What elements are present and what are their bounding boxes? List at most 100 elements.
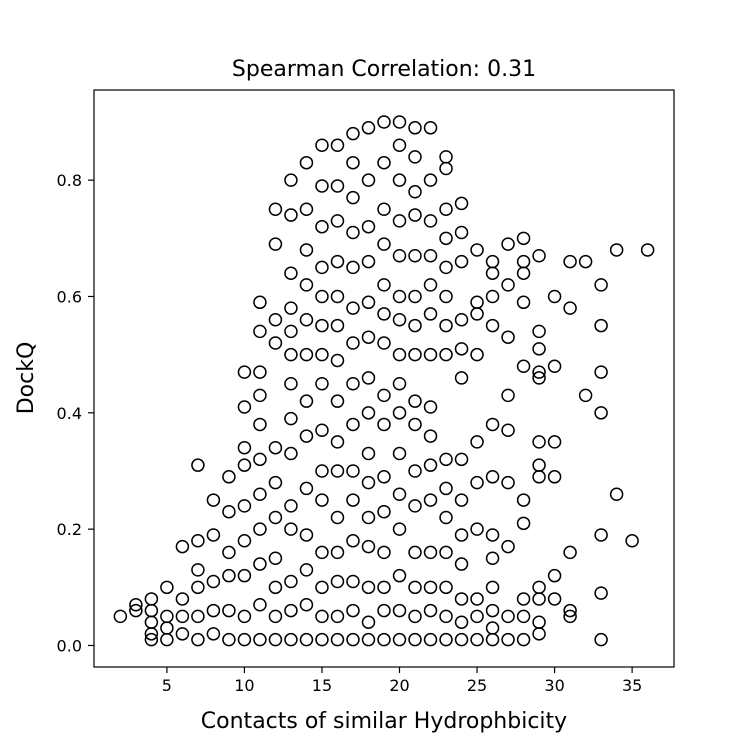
data-point [485, 551, 500, 565]
data-point [408, 394, 422, 408]
data-point [299, 563, 314, 577]
data-point [284, 324, 298, 339]
data-point [377, 155, 391, 170]
data-point [501, 609, 515, 624]
data-point [423, 632, 438, 647]
data-point [516, 493, 531, 507]
data-point [315, 289, 329, 304]
data-point [129, 603, 143, 618]
data-point [361, 510, 376, 525]
data-point [268, 336, 283, 350]
data-point [377, 115, 391, 129]
data-point [346, 190, 360, 205]
data-point [315, 219, 329, 234]
data-point [609, 487, 624, 501]
data-point [284, 347, 298, 362]
data-point [237, 365, 252, 379]
data-point [485, 580, 500, 595]
data-point [160, 580, 174, 595]
data-point [392, 522, 407, 536]
data-point [485, 528, 500, 542]
x-axis-ticks: 5 10 15 20 25 30 35 [162, 667, 642, 695]
data-point [439, 231, 453, 246]
data-point [532, 342, 546, 356]
data-point [547, 359, 562, 374]
data-point [299, 202, 314, 216]
data-point [392, 289, 407, 304]
y-tick-label: 0.6 [57, 287, 82, 306]
data-point [408, 208, 422, 222]
data-point [175, 609, 190, 624]
data-point [330, 609, 345, 624]
data-point [454, 342, 469, 356]
data-point [640, 243, 655, 257]
data-point [594, 528, 608, 542]
data-point [361, 475, 376, 490]
data-point [299, 429, 314, 443]
data-point [408, 580, 422, 595]
data-point [470, 435, 484, 449]
data-point [454, 371, 469, 385]
data-point [346, 225, 360, 240]
data-point [392, 603, 407, 618]
plot-frame [93, 89, 675, 668]
data-point [392, 376, 407, 391]
data-point [315, 464, 329, 478]
data-point [485, 621, 500, 635]
data-point [253, 487, 267, 501]
data-point [392, 138, 407, 153]
data-point [501, 475, 515, 490]
data-point [377, 632, 391, 647]
data-point [330, 318, 345, 333]
data-point [454, 196, 469, 211]
data-point [439, 347, 453, 362]
data-point [253, 365, 267, 379]
data-point [315, 347, 329, 362]
data-point [191, 534, 205, 548]
data-point [299, 598, 314, 612]
x-tick-label: 20 [389, 676, 409, 695]
data-point [160, 609, 174, 624]
data-point [392, 568, 407, 583]
data-point [330, 289, 345, 304]
data-point [439, 632, 453, 647]
data-point [268, 313, 283, 327]
data-point [361, 632, 376, 647]
data-point [144, 632, 159, 647]
data-point [268, 609, 283, 624]
data-point [470, 295, 484, 310]
data-point [501, 423, 515, 438]
data-point [237, 499, 252, 513]
data-point [408, 632, 422, 647]
data-point [377, 388, 391, 403]
data-point [284, 603, 298, 618]
data-point [361, 580, 376, 595]
data-point [346, 260, 360, 275]
data-point [330, 394, 345, 408]
data-point [516, 254, 531, 269]
data-point [547, 470, 562, 484]
data-point [346, 376, 360, 391]
data-point [144, 592, 159, 606]
data-point [284, 499, 298, 513]
data-point [532, 615, 546, 629]
data-point [237, 609, 252, 624]
data-point [578, 388, 593, 403]
data-point [284, 632, 298, 647]
data-point [516, 609, 531, 624]
data-point [439, 318, 453, 333]
data-point [361, 219, 376, 234]
data-point [346, 632, 360, 647]
x-tick-label: 25 [467, 676, 487, 695]
data-point [206, 627, 221, 641]
data-point [516, 359, 531, 374]
data-point [361, 173, 376, 187]
data-point [346, 574, 360, 589]
data-point [299, 632, 314, 647]
data-point [330, 214, 345, 228]
data-point [206, 574, 221, 589]
data-point [330, 353, 345, 368]
data-point [501, 237, 515, 251]
data-point [330, 138, 345, 153]
